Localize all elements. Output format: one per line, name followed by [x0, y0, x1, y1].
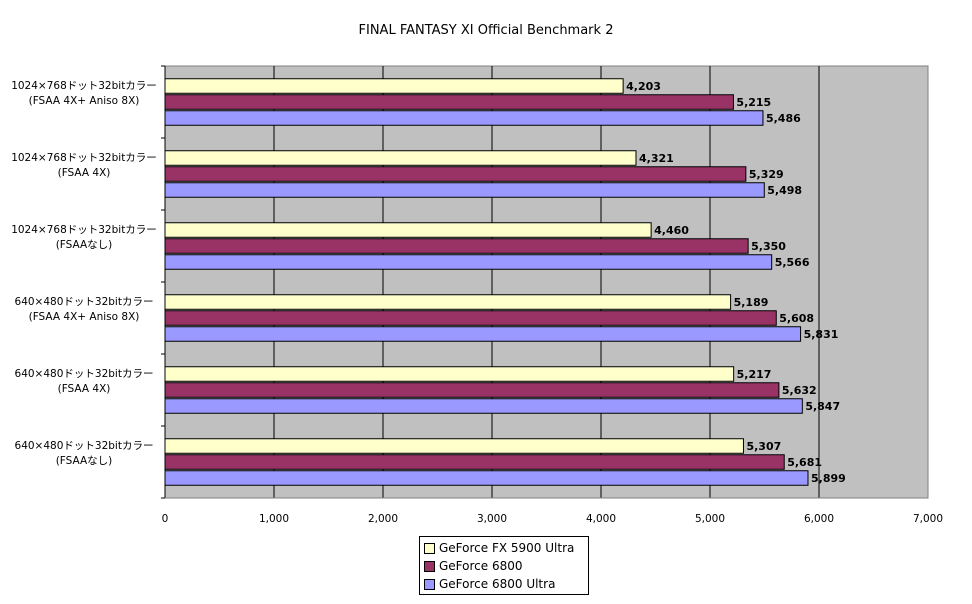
category-label: 1024×768ドット32bitカラー (FSAAなし) [11, 224, 157, 251]
category-label-line: 640×480ドット32bitカラー [15, 368, 154, 380]
bar [164, 254, 773, 270]
category-label-line: (FSAA 4X+ Aniso 8X) [29, 311, 140, 323]
data-label: 5,847 [805, 400, 840, 413]
legend-swatch-6800ultra [424, 578, 435, 590]
legend-label: GeForce 6800 [439, 559, 523, 573]
bar [164, 310, 777, 326]
bar [164, 78, 624, 94]
data-label: 5,215 [736, 96, 771, 109]
legend-label: GeForce 6800 Ultra [439, 577, 556, 591]
bar [164, 454, 785, 470]
category-label-line: 640×480ドット32bitカラー [15, 296, 154, 308]
category-label-line: 1024×768ドット32bitカラー [11, 152, 157, 164]
x-tick-label: 3,000 [477, 513, 507, 525]
legend: GeForce FX 5900 Ultra GeForce 6800 GeFor… [419, 536, 589, 595]
bar [164, 382, 780, 398]
data-label: 5,307 [746, 440, 781, 453]
bar [164, 438, 744, 454]
x-tick-label: 0 [162, 513, 169, 525]
bar [164, 150, 637, 166]
category-label: 640×480ドット32bitカラー (FSAA 4X+ Aniso 8X) [15, 296, 154, 323]
x-tick-label: 2,000 [368, 513, 398, 525]
data-label: 5,899 [811, 472, 846, 485]
x-tick-label: 1,000 [259, 513, 289, 525]
bar [164, 238, 749, 254]
bar [164, 366, 735, 382]
category-label-line: (FSAAなし) [56, 239, 113, 251]
data-label: 5,498 [767, 184, 802, 197]
data-label: 5,217 [737, 368, 772, 381]
x-tick-label: 6,000 [804, 513, 834, 525]
legend-swatch-6800 [424, 560, 435, 572]
data-label: 5,350 [751, 240, 786, 253]
bar [164, 222, 652, 238]
legend-label: GeForce FX 5900 Ultra [439, 541, 575, 555]
bar [164, 470, 809, 486]
plot-area: 0 1,000 2,000 3,000 4,000 5,000 6,000 7,000 1024… [11, 65, 943, 525]
category-label: 1024×768ドット32bitカラー (FSAA 4X) [11, 152, 157, 179]
data-label: 5,831 [804, 328, 839, 341]
legend-item: GeForce FX 5900 Ultra [424, 539, 584, 557]
data-label: 5,486 [766, 112, 801, 125]
data-label: 5,632 [782, 384, 817, 397]
category-label-line: 1024×768ドット32bitカラー [11, 224, 157, 236]
x-tick-label: 4,000 [586, 513, 616, 525]
category-label-line: 640×480ドット32bitカラー [15, 440, 154, 452]
data-label: 5,608 [779, 312, 814, 325]
bar [164, 294, 732, 310]
bar [164, 182, 765, 198]
plot-background [164, 65, 929, 499]
data-label: 5,681 [787, 456, 822, 469]
category-label: 1024×768ドット32bitカラー (FSAA 4X+ Aniso 8X) [11, 80, 157, 107]
bar [164, 110, 764, 126]
data-label: 4,203 [626, 80, 661, 93]
legend-item: GeForce 6800 Ultra [424, 575, 584, 593]
category-label-line: (FSAA 4X) [58, 383, 111, 395]
bar [164, 166, 747, 182]
category-label-line: 1024×768ドット32bitカラー [11, 80, 157, 92]
category-label-line: (FSAA 4X) [58, 167, 111, 179]
bar [164, 326, 802, 342]
data-label: 4,460 [654, 224, 689, 237]
legend-item: GeForce 6800 [424, 557, 584, 575]
category-label-line: (FSAA 4X+ Aniso 8X) [29, 95, 140, 107]
data-label: 5,189 [734, 296, 769, 309]
x-tick-label: 7,000 [913, 513, 943, 525]
data-label: 5,329 [749, 168, 784, 181]
bar [164, 94, 734, 110]
category-label: 640×480ドット32bitカラー (FSAAなし) [15, 440, 154, 467]
data-label: 4,321 [639, 152, 674, 165]
data-label: 5,566 [775, 256, 810, 269]
x-tick-label: 5,000 [695, 513, 725, 525]
bar [164, 398, 803, 414]
legend-swatch-fx5900 [424, 542, 435, 554]
category-label-line: (FSAAなし) [56, 455, 113, 467]
category-label: 640×480ドット32bitカラー (FSAA 4X) [15, 368, 154, 395]
chart-title: FINAL FANTASY XI Official Benchmark 2 [359, 23, 614, 38]
